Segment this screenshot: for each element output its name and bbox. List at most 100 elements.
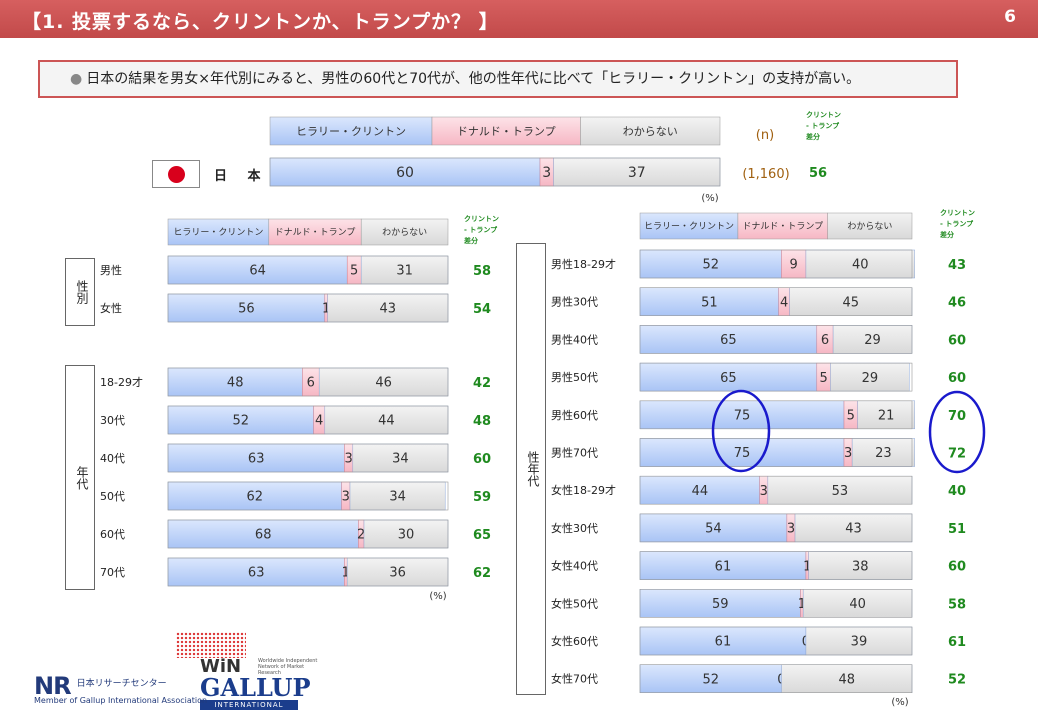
diff-value: 54 <box>473 302 491 317</box>
legend-trump-label: ドナルド・トランプ <box>275 227 356 238</box>
bar-clinton <box>167 367 303 397</box>
value-trump: 4 <box>315 414 323 429</box>
value-trump: 9 <box>790 258 798 273</box>
value-trump: 1 <box>322 302 330 317</box>
value-trump: 4 <box>780 295 788 310</box>
value-trump: 5 <box>350 264 358 279</box>
bar-clinton <box>269 157 541 187</box>
diff-value: 59 <box>473 490 491 505</box>
bar-outline <box>639 325 913 354</box>
diff-value: 70 <box>948 409 966 424</box>
bar-unknown <box>781 664 913 693</box>
diff-header-line: 差分 <box>940 230 954 239</box>
row-label: 男性18-29才 <box>551 257 616 271</box>
diff-header-line: - トランプ <box>464 225 498 234</box>
legend-trump-label: ドナルド・トランプ <box>457 125 556 138</box>
bar-clinton <box>639 551 807 580</box>
diff-header-line: クリントン <box>464 214 499 223</box>
bar-outline <box>639 475 913 505</box>
legend-unknown-swatch <box>580 116 721 146</box>
row-label: 女性50代 <box>551 596 598 610</box>
diff-value: 61 <box>948 635 966 650</box>
row-label: 50代 <box>100 490 125 503</box>
legend-trump-swatch <box>737 212 828 240</box>
value-unknown: 21 <box>878 408 895 423</box>
value-clinton: 51 <box>701 295 718 310</box>
row-label: 40代 <box>100 452 125 465</box>
row-label: 70代 <box>100 566 125 579</box>
summary-text: 日本の結果を男女×年代別にみると、男性の60代と70代が、他の性年代に比べて「ヒ… <box>86 71 861 87</box>
legend-trump-swatch <box>268 218 362 246</box>
value-clinton: 63 <box>248 566 265 581</box>
value-clinton: 75 <box>734 446 751 461</box>
bar-unknown <box>363 519 449 549</box>
value-clinton: 52 <box>233 414 250 429</box>
diff-header-line: - トランプ <box>940 219 974 228</box>
legend-unknown-swatch <box>827 212 913 240</box>
bar-outline <box>639 551 913 580</box>
bar-outline <box>639 588 913 618</box>
japan-flag-icon <box>152 160 200 188</box>
row-label: 女性 <box>100 301 122 315</box>
bar-unknown <box>324 405 449 435</box>
value-unknown: 40 <box>852 258 869 273</box>
bar-clinton <box>639 475 760 505</box>
legend-unknown-label: わからない <box>382 227 427 238</box>
row-label: 男性40代 <box>551 332 598 346</box>
bar-outline <box>167 557 449 587</box>
diff-value: 52 <box>948 673 966 688</box>
value-unknown: 39 <box>851 635 868 650</box>
value-clinton: 54 <box>705 522 722 537</box>
diff-value: 40 <box>948 484 966 499</box>
value-unknown: 43 <box>845 522 862 537</box>
group-sex-age-text: 性年代 <box>526 451 540 487</box>
japan-n-value: (1,160) <box>742 167 789 182</box>
bar-outline <box>639 626 913 656</box>
bar-unknown <box>318 367 449 397</box>
group-sex-text: 性別 <box>75 280 89 304</box>
value-clinton: 56 <box>238 302 255 317</box>
bar-outline <box>639 513 913 543</box>
diff-value: 43 <box>948 258 966 273</box>
bar-outline <box>639 249 913 279</box>
value-clinton: 65 <box>720 371 737 386</box>
bar-clinton <box>167 519 359 549</box>
value-clinton: 65 <box>720 333 737 348</box>
value-clinton: 48 <box>227 376 244 391</box>
row-label: 男性60代 <box>551 408 598 422</box>
bar-unknown <box>794 513 913 543</box>
value-clinton: 63 <box>248 452 265 467</box>
highlight-circle-diff <box>928 390 986 474</box>
bar-outline <box>167 293 449 323</box>
summary-box: ● 日本の結果を男女×年代別にみると、男性の60代と70代が、他の性年代に比べて「… <box>38 60 958 98</box>
diff-value: 51 <box>948 522 966 537</box>
value-unknown: 29 <box>862 371 879 386</box>
row-label: 男性50代 <box>551 370 598 384</box>
bar-clinton <box>639 664 782 693</box>
diff-value: 42 <box>473 376 491 391</box>
value-clinton: 75 <box>734 408 751 423</box>
row-label: 女性30代 <box>551 521 598 535</box>
world-map-icon <box>176 632 246 658</box>
value-unknown: 40 <box>849 597 866 612</box>
diff-value: 58 <box>473 264 491 279</box>
value-unknown: 34 <box>392 452 409 467</box>
value-unknown: 23 <box>875 446 892 461</box>
value-clinton: 59 <box>712 597 729 612</box>
legend-clinton-label: ヒラリー・クリントン <box>173 227 263 238</box>
value-trump: 3 <box>344 452 352 467</box>
header-bar: 【1. 投票するなら、クリントンか、トランプか？ 】 6 <box>0 0 1038 38</box>
bar-unknown <box>352 443 449 473</box>
value-unknown: 34 <box>389 490 406 505</box>
bar-unknown <box>832 325 913 354</box>
legend-clinton-swatch <box>639 212 739 240</box>
value-trump: 1 <box>342 566 350 581</box>
diff-value: 58 <box>948 597 966 612</box>
bar-outline <box>639 362 913 392</box>
value-trump: 3 <box>760 484 768 499</box>
diff-value: 60 <box>948 333 966 348</box>
diff-value: 60 <box>948 371 966 386</box>
value-trump: 1 <box>803 559 811 574</box>
page-title: 【1. 投票するなら、クリントンか、トランプか？ 】 <box>22 11 499 33</box>
gallup-logo: GALLUP <box>200 673 311 702</box>
